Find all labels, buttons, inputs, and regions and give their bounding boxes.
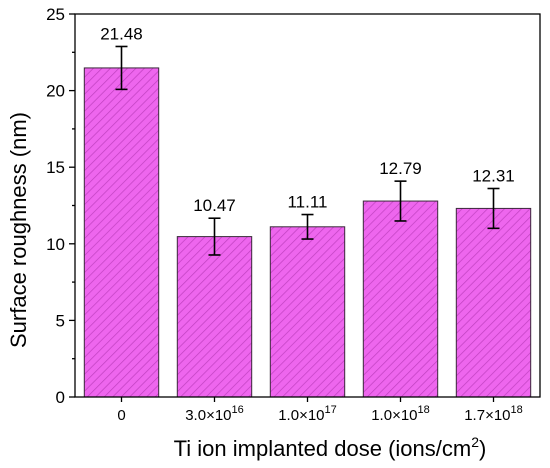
x-axis-title-main: Ti ion implanted dose (ions/cm: [174, 436, 472, 461]
y-tick-label-0: 0: [56, 388, 65, 407]
bar-0: [83, 67, 160, 398]
data-label-1: 10.47: [193, 196, 236, 215]
bar-4: [455, 207, 532, 398]
y-tick-label-1: 5: [56, 311, 65, 330]
error-bars: [115, 45, 500, 256]
x-tick-label-2: 1.0×1017: [278, 404, 337, 424]
data-label-2: 11.11: [287, 193, 327, 212]
x-tick-label-3: 1.0×1018: [371, 404, 430, 424]
y-tick-label-3: 15: [46, 158, 65, 177]
bar-1: [176, 236, 253, 398]
x-tick-label-0: 0: [117, 407, 125, 424]
y-tick-label-2: 10: [46, 235, 65, 254]
bar-3: [362, 200, 439, 398]
x-axis-title: Ti ion implanted dose (ions/cm2): [174, 434, 487, 461]
x-axis-title-sup: 2: [471, 434, 479, 450]
y-axis-title: Surface roughness (nm): [6, 112, 31, 348]
bar-2: [269, 226, 346, 398]
data-label-4: 12.31: [472, 166, 515, 185]
y-tick-label-5: 25: [46, 5, 65, 24]
error-bar-4: [487, 187, 500, 230]
error-bar-1: [208, 217, 221, 256]
error-bar-2: [301, 213, 314, 240]
y-tick-label-4: 20: [46, 82, 65, 101]
error-bar-0: [115, 45, 128, 91]
x-axis-title-end: ): [479, 436, 486, 461]
x-tick-label-1: 3.0×1016: [185, 404, 244, 424]
data-label-0: 21.48: [100, 24, 143, 43]
y-ticks: 0 5 10 15 20 25: [46, 5, 75, 407]
x-tick-label-4: 1.7×1018: [464, 404, 523, 424]
data-label-3: 12.79: [379, 159, 422, 178]
error-bar-3: [394, 180, 407, 222]
data-labels: 21.48 10.47 11.11 12.79 12.31: [100, 24, 515, 215]
x-ticks: 0 3.0×1016 1.0×1017 1.0×1018 1.7×1018: [117, 397, 523, 424]
